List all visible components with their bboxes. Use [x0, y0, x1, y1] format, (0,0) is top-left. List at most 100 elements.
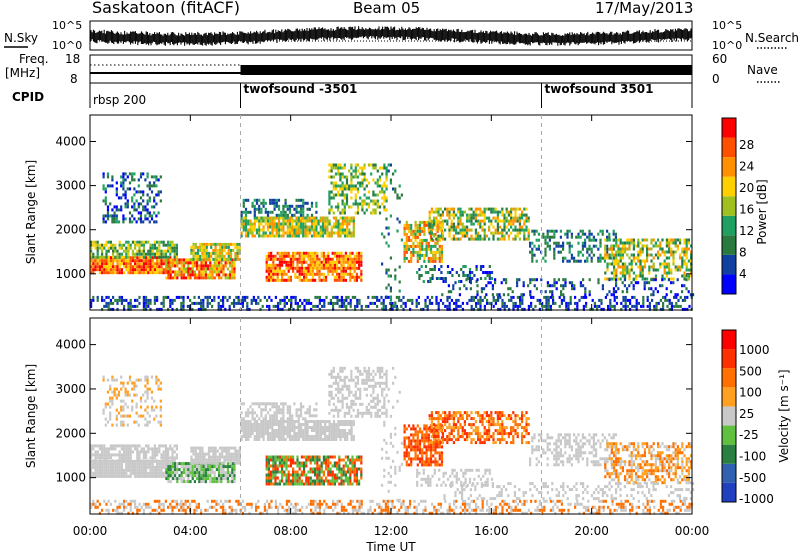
heatmap-cell — [321, 219, 325, 223]
heatmap-cell — [196, 261, 199, 265]
heatmap-cell — [142, 240, 145, 244]
heatmap-cell — [233, 298, 236, 302]
heatmap-cell — [308, 420, 311, 423]
heatmap-cell — [461, 210, 464, 214]
heatmap-cell — [532, 295, 535, 299]
heatmap-cell — [325, 278, 328, 282]
heatmap-cell — [144, 375, 147, 379]
heatmap-cell — [537, 244, 540, 248]
heatmap-cell — [278, 269, 281, 273]
heatmap-cell — [140, 462, 143, 466]
heatmap-cell — [101, 262, 104, 266]
heatmap-cell — [282, 210, 285, 214]
heatmap-cell — [610, 262, 613, 266]
heatmap-cell — [282, 432, 285, 435]
heatmap-cell — [342, 266, 345, 270]
heatmap-cell — [164, 447, 167, 451]
heatmap-cell — [505, 304, 508, 308]
heatmap-cell — [139, 211, 143, 215]
heatmap-cell — [348, 429, 351, 432]
heatmap-cell — [332, 231, 336, 235]
heatmap-cell — [389, 178, 392, 182]
heatmap-cell — [437, 219, 440, 223]
heatmap-cell — [189, 468, 192, 472]
heatmap-cell — [621, 250, 624, 254]
heatmap-cell — [501, 298, 504, 302]
heatmap-cell — [516, 207, 519, 211]
heatmap-cell — [296, 266, 299, 270]
heatmap-cell — [683, 262, 686, 266]
heatmap-cell — [280, 228, 283, 232]
heatmap-cell — [227, 248, 230, 252]
heatmap-cell — [98, 265, 101, 269]
heatmap-cell — [262, 426, 265, 429]
heatmap-cell — [608, 253, 611, 257]
heatmap-cell — [470, 213, 473, 217]
heatmap-cell — [255, 429, 259, 432]
heatmap-cell — [337, 166, 340, 170]
heatmap-cell — [313, 234, 316, 238]
heatmap-cell — [260, 228, 263, 232]
heatmap-cell — [133, 420, 136, 424]
heatmap-cell — [197, 301, 200, 305]
heatmap-cell — [114, 462, 117, 466]
heatmap-cell — [370, 172, 373, 176]
heatmap-cell — [507, 287, 510, 291]
heatmap-cell — [635, 256, 638, 260]
heatmap-cell — [441, 210, 444, 214]
heatmap-cell — [102, 184, 105, 188]
heatmap-cell — [115, 396, 118, 400]
heatmap-cell — [180, 301, 183, 305]
heatmap-cell — [215, 267, 218, 271]
heatmap-cell — [282, 207, 285, 211]
heatmap-cell — [490, 222, 493, 226]
heatmap-cell — [147, 474, 150, 478]
heatmap-cell — [277, 222, 281, 226]
heatmap-cell — [444, 304, 447, 308]
heatmap-cell — [131, 252, 134, 256]
heatmap-cell — [342, 254, 345, 258]
heatmap-cell — [105, 304, 108, 308]
heatmap-cell — [229, 446, 233, 450]
heatmap-cell — [505, 225, 508, 229]
heatmap-cell — [670, 247, 673, 251]
heatmap-cell — [105, 252, 108, 256]
heatmap-cell — [446, 219, 449, 223]
heatmap-cell — [529, 250, 532, 254]
heatmap-cell — [297, 231, 300, 235]
heatmap-cell — [226, 468, 229, 472]
heatmap-cell — [339, 166, 342, 170]
heatmap-cell — [129, 304, 132, 308]
heatmap-cell — [546, 235, 549, 239]
heatmap-cell — [635, 298, 638, 302]
heatmap-cell — [672, 250, 675, 254]
heatmap-cell — [345, 196, 349, 200]
heatmap-cell — [270, 272, 273, 276]
heatmap-cell — [474, 231, 477, 235]
heatmap-cell — [129, 444, 132, 448]
heatmap-cell — [603, 259, 606, 263]
heatmap-cell — [277, 204, 281, 208]
heatmap-cell — [173, 249, 176, 253]
heatmap-cell — [299, 225, 303, 229]
heatmap-cell — [683, 284, 686, 288]
nsky-tick-top: 10^5 — [52, 19, 82, 32]
heatmap-cell — [155, 214, 158, 218]
heatmap-cell — [200, 270, 203, 274]
heatmap-cell — [579, 229, 582, 233]
heatmap-cell — [665, 250, 668, 254]
heatmap-cell — [120, 423, 123, 427]
heatmap-cell — [479, 222, 482, 226]
heatmap-cell — [282, 426, 285, 429]
heatmap-cell — [190, 458, 193, 462]
heatmap-cell — [584, 241, 587, 245]
heatmap-cell — [164, 249, 167, 253]
heatmap-cell — [217, 304, 220, 308]
heatmap-cell — [676, 238, 679, 242]
heatmap-cell — [207, 276, 210, 280]
heatmap-cell — [486, 274, 489, 277]
heatmap-cell — [107, 462, 110, 466]
heatmap-cell — [299, 231, 303, 235]
heatmap-cell — [284, 198, 287, 202]
heatmap-cell — [338, 254, 341, 258]
